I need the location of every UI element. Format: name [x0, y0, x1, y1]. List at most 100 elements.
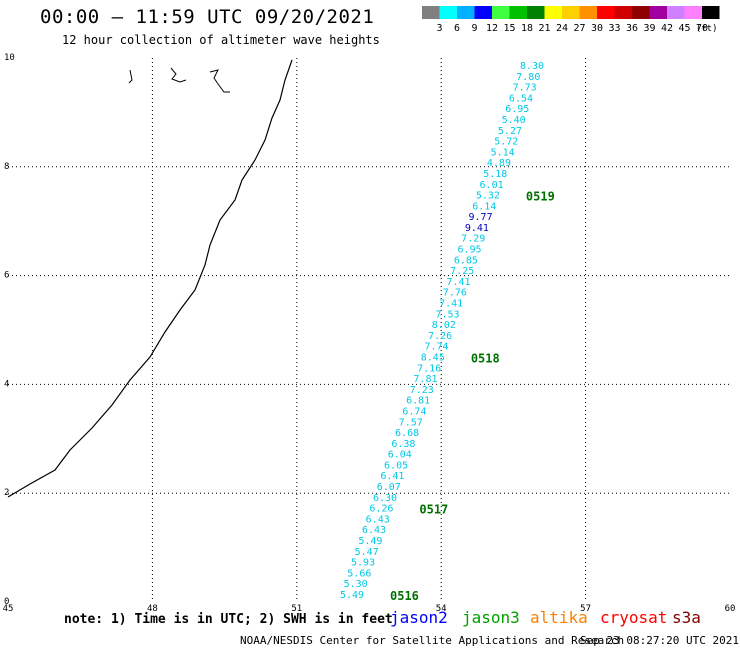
track-value: 6.30	[373, 493, 397, 504]
x-tick-label: 48	[147, 604, 158, 614]
scale-swatch	[702, 6, 720, 19]
track-value: 6.95	[458, 245, 482, 256]
scale-label: 42	[661, 23, 673, 34]
island-shape	[209, 69, 230, 93]
map-subtitle: 12 hour collection of altimeter wave hei…	[62, 33, 380, 47]
track-value: 7.73	[513, 83, 537, 94]
track-value: 5.30	[344, 579, 368, 590]
track-value: 6.38	[391, 439, 415, 450]
scale-swatch	[439, 6, 457, 19]
track-value: 6.85	[454, 255, 478, 266]
track-value: 9.41	[465, 223, 489, 234]
track-value: 6.95	[505, 104, 529, 115]
scale-swatch	[527, 6, 545, 19]
scale-swatch	[422, 6, 440, 19]
track-value: 6.07	[377, 482, 401, 493]
track-value: 7.25	[450, 266, 474, 277]
track-value: 8.02	[432, 320, 456, 331]
track-value: 6.74	[402, 406, 426, 417]
scale-label: 27	[573, 23, 585, 34]
scale-label: 12	[486, 23, 498, 34]
track-time-label: 0519	[526, 190, 555, 204]
track-value: 5.40	[502, 115, 526, 126]
scale-label: 30	[591, 23, 603, 34]
y-tick-label: 2	[4, 488, 9, 498]
satellite-legend-jason2: jason2	[390, 608, 448, 627]
scale-unit: (ft)	[696, 24, 718, 34]
x-tick-label: 45	[3, 604, 14, 614]
scale-swatch	[667, 6, 685, 19]
x-tick-label: 54	[436, 604, 447, 614]
scale-swatch	[614, 6, 632, 19]
scale-label: 33	[608, 23, 620, 34]
track-value: 5.18	[483, 169, 507, 180]
scale-swatch	[474, 6, 492, 19]
track-value: 5.93	[351, 558, 375, 569]
track-value: 6.14	[472, 201, 496, 212]
track-value: 7.80	[516, 72, 540, 83]
track-value: 5.49	[340, 590, 364, 601]
coastline	[7, 59, 293, 498]
scale-swatch	[579, 6, 597, 19]
track-value: 4.89	[487, 158, 511, 169]
scale-swatch	[649, 6, 667, 19]
track-value: 8.45	[421, 352, 445, 363]
track-value: 6.01	[480, 180, 504, 191]
track-value: 7.41	[439, 299, 463, 310]
satellite-legend-altika: altika	[530, 608, 588, 627]
track-value: 7.53	[435, 309, 459, 320]
satellite-legend-cryosat: cryosat	[600, 608, 668, 627]
track-value: 8.30	[520, 61, 544, 72]
track-value: 6.26	[369, 504, 393, 515]
track-time-label: 0517	[419, 503, 448, 517]
track-value: 6.43	[362, 525, 386, 536]
scale-label: 70	[696, 23, 708, 34]
track-value: 5.66	[347, 568, 371, 579]
scale-swatch	[562, 6, 580, 19]
track-value: 6.04	[388, 450, 412, 461]
track-time-label: 0518	[471, 351, 500, 365]
track-value: 7.81	[413, 374, 437, 385]
track-value: 7.23	[410, 385, 434, 396]
scale-label: 3	[436, 23, 442, 34]
track-value: 7.74	[424, 342, 448, 353]
track-value: 7.41	[446, 277, 470, 288]
satellite-legend-s3a: s3a	[672, 608, 701, 627]
y-tick-label: 0	[4, 597, 9, 607]
scale-swatch	[632, 6, 650, 19]
track-value: 5.27	[498, 126, 522, 137]
track-value: 6.68	[395, 428, 419, 439]
track-value: 6.43	[366, 514, 390, 525]
scale-label: 36	[626, 23, 638, 34]
map-grid	[8, 58, 730, 602]
island-shape	[170, 67, 187, 83]
track-value: 5.49	[358, 536, 382, 547]
x-tick-label: 60	[725, 604, 736, 614]
track-value: 6.54	[509, 93, 533, 104]
track-value: 7.26	[428, 331, 452, 342]
altimeter-track: 5.495.305.665.935.475.496.436.436.266.30…	[340, 61, 544, 601]
scale-label: 15	[503, 23, 515, 34]
y-tick-label: 8	[4, 162, 9, 172]
wave-height-color-scale: 3 6 9 12 15 18 21 24 27 30 33 36 39 42 45 70(ft)	[422, 6, 720, 34]
track-value: 7.29	[461, 234, 485, 245]
scale-label: 6	[454, 23, 460, 34]
track-value: 6.05	[384, 460, 408, 471]
y-tick-label: 6	[4, 271, 9, 281]
scale-label: 18	[521, 23, 533, 34]
track-value: 5.47	[355, 547, 379, 558]
map-title: 00:00 – 11:59 UTC 09/20/2021	[40, 6, 375, 28]
track-value: 7.76	[443, 288, 467, 299]
scale-swatch	[684, 6, 702, 19]
y-tick-label: 4	[4, 379, 9, 389]
timestamp-text: Sep 23 08:27:20 UTC 2021	[580, 634, 739, 647]
track-value: 7.16	[417, 363, 441, 374]
scale-label: 45	[678, 23, 690, 34]
scale-swatch	[457, 6, 475, 19]
track-value: 5.14	[491, 147, 515, 158]
map-note: note: 1) Time is in UTC; 2) SWH is in fe…	[64, 612, 393, 627]
scale-label: 21	[538, 23, 550, 34]
scale-swatch	[509, 6, 527, 19]
island-shape	[128, 69, 133, 84]
y-tick-label: 10	[4, 53, 15, 63]
